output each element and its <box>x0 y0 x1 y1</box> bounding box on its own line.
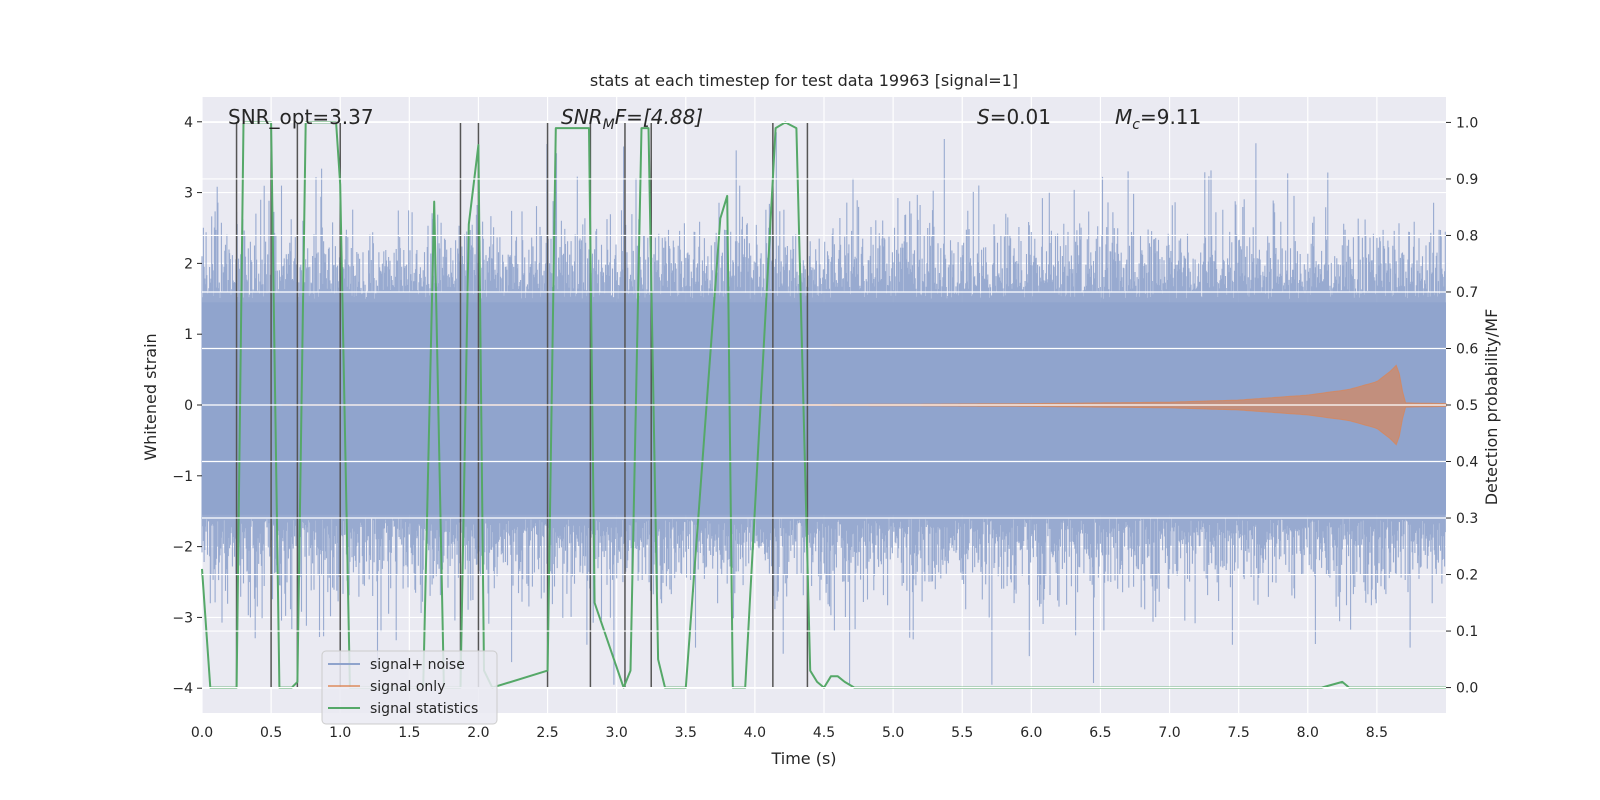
x-tick-label: 4.5 <box>813 725 835 741</box>
y-tick-label-right: 0.2 <box>1456 568 1478 584</box>
x-tick-label: 2.0 <box>467 725 489 741</box>
y-tick-label-right: 0.4 <box>1456 455 1478 471</box>
x-tick-label: 0.5 <box>260 725 282 741</box>
y-tick-label-right: 0.7 <box>1456 285 1478 301</box>
y-tick-label-left: 2 <box>184 256 193 272</box>
y-tick-label-right: 0.8 <box>1456 228 1478 244</box>
x-tick-label: 2.5 <box>536 725 558 741</box>
x-tick-label: 3.5 <box>675 725 697 741</box>
annotation-snr-mf-sub: M <box>603 117 615 133</box>
y-tick-label-left: −4 <box>172 681 193 697</box>
annotation-s-var: S <box>977 105 990 129</box>
y-axis-label-left: Whitened strain <box>141 333 160 460</box>
ticks: 0.0 0.5 1.0 1.5 2.0 2.5 3.0 3.5 4.0 4.5 5.0 5.5 6.0 6… <box>172 115 1478 741</box>
y-tick-label-right: 0.3 <box>1456 511 1478 527</box>
chart-title: stats at each timestep for test data 199… <box>590 71 1018 90</box>
x-tick-label: 8.5 <box>1366 725 1388 741</box>
y-axis-label-right: Detection probability/MF <box>1482 309 1501 506</box>
y-tick-label-left: 1 <box>184 327 193 343</box>
annotation-mc: Mc=9.11 <box>1115 105 1201 133</box>
annotation-snr-mf: SNRMF=[4.88] <box>561 105 703 133</box>
x-tick-label: 5.0 <box>882 725 904 741</box>
annotation-s-value: =0.01 <box>990 105 1051 129</box>
legend: signal+ noise signal only signal statist… <box>321 650 498 725</box>
annotation-snr-opt: SNR_opt=3.37 <box>228 105 374 129</box>
x-tick-label: 7.0 <box>1158 725 1180 741</box>
x-tick-label: 8.0 <box>1297 725 1319 741</box>
x-tick-label: 1.5 <box>398 725 420 741</box>
y-tick-label-left: 4 <box>184 115 193 131</box>
annotation-snr-mf-tail: F=[4.88] <box>615 105 703 129</box>
annotation-mc-sub: c <box>1132 117 1140 133</box>
legend-label-signal-noise: signal+ noise <box>370 657 465 673</box>
annotation-snr-mf-base: SNR <box>561 105 603 129</box>
x-tick-label: 4.0 <box>744 725 766 741</box>
y-tick-label-left: 3 <box>184 186 193 202</box>
annotation-mc-value: =9.11 <box>1140 105 1201 129</box>
y-tick-label-right: 1.0 <box>1456 115 1478 131</box>
annotation-s: S=0.01 <box>977 105 1051 129</box>
x-tick-label: 3.0 <box>606 725 628 741</box>
y-tick-label-right: 0.9 <box>1456 172 1478 188</box>
x-axis-label: Time (s) <box>770 749 836 768</box>
y-tick-label-left: −3 <box>172 610 193 626</box>
x-tick-label: 0.0 <box>191 725 213 741</box>
legend-box <box>321 650 498 725</box>
y-tick-label-left: −1 <box>172 469 193 485</box>
y-tick-label-right: 0.1 <box>1456 624 1478 640</box>
x-tick-label: 7.5 <box>1228 725 1250 741</box>
y-tick-label-right: 0.5 <box>1456 398 1478 414</box>
legend-label-signal-only: signal only <box>370 679 445 695</box>
annotation-mc-var: M <box>1115 105 1132 129</box>
y-tick-label-right: 0.6 <box>1456 341 1478 357</box>
x-tick-label: 1.0 <box>329 725 351 741</box>
legend-label-signal-statistics: signal statistics <box>370 701 478 717</box>
y-tick-label-left: 0 <box>184 398 193 414</box>
x-tick-label: 6.5 <box>1089 725 1111 741</box>
x-tick-label: 6.0 <box>1020 725 1042 741</box>
y-tick-label-right: 0.0 <box>1456 681 1478 697</box>
x-tick-label: 5.5 <box>951 725 973 741</box>
y-tick-label-left: −2 <box>172 540 193 556</box>
